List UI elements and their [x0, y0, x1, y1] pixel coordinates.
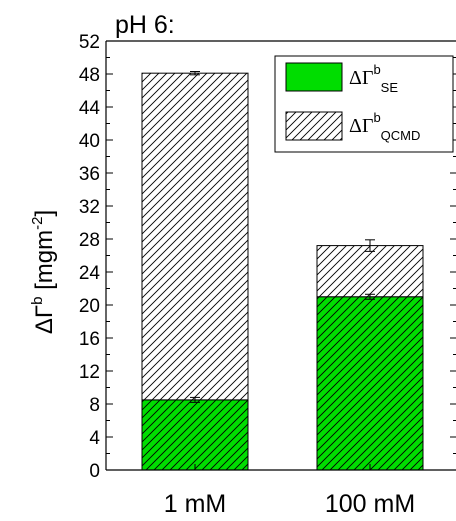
legend-label-se-sup: b — [373, 62, 380, 77]
y-tick-label: 12 — [79, 362, 100, 383]
x-tick-label-1: 100 mM — [325, 490, 415, 518]
legend-label-qcmd-sub: QCMD — [381, 128, 421, 143]
y-tick-label: 48 — [79, 65, 100, 86]
bar-se-1 — [316, 296, 424, 471]
y-tick-label: 0 — [89, 461, 100, 482]
y-tick-label: 32 — [79, 197, 100, 218]
svg-text:ΔΓb [mgm-2]: ΔΓb [mgm-2] — [29, 210, 58, 334]
y-tick-label: 20 — [79, 296, 100, 317]
bar-qcmd-1 — [316, 245, 424, 298]
y-axis-label: ΔΓb [mgm-2] — [29, 210, 58, 334]
legend-label-se-sub: SE — [381, 80, 399, 95]
y-axis-label-superscript: b — [29, 297, 46, 305]
x-tick-label-0: 1 mM — [164, 490, 227, 518]
legend-label-qcmd-sup: b — [373, 110, 380, 125]
y-tick-label: 28 — [79, 230, 100, 251]
legend-swatch-qcmd — [285, 111, 343, 141]
y-tick-label: 40 — [79, 131, 100, 152]
y-tick-label: 4 — [89, 428, 100, 449]
bar-se-0 — [141, 399, 249, 471]
y-tick-label: 36 — [79, 164, 100, 185]
error-bars-layer — [190, 71, 375, 403]
y-tick-label: 44 — [79, 98, 101, 119]
legend-label-se-main: ΔΓ — [349, 67, 373, 89]
bar-qcmd-0 — [141, 72, 249, 401]
y-tick-label: 8 — [89, 395, 100, 416]
legend: ΔΓbSE ΔΓbQCMD — [274, 55, 454, 153]
chart-title: pH 6: — [115, 11, 175, 39]
y-tick-label: 52 — [79, 32, 100, 53]
legend-label-se: ΔΓbSE — [349, 62, 398, 95]
y-tick-label: 24 — [79, 263, 101, 284]
y-axis-label-delta: ΔΓ — [31, 305, 58, 334]
y-axis-label-unit-close: ] — [31, 210, 58, 217]
y-axis-label-unit-exponent: -2 — [29, 217, 46, 230]
legend-label-qcmd-main: ΔΓ — [349, 115, 373, 137]
y-axis-label-unit: [mgm — [31, 230, 58, 297]
y-tick-label: 16 — [79, 329, 100, 350]
legend-label-qcmd: ΔΓbQCMD — [349, 110, 420, 143]
legend-swatch-se — [285, 62, 343, 92]
